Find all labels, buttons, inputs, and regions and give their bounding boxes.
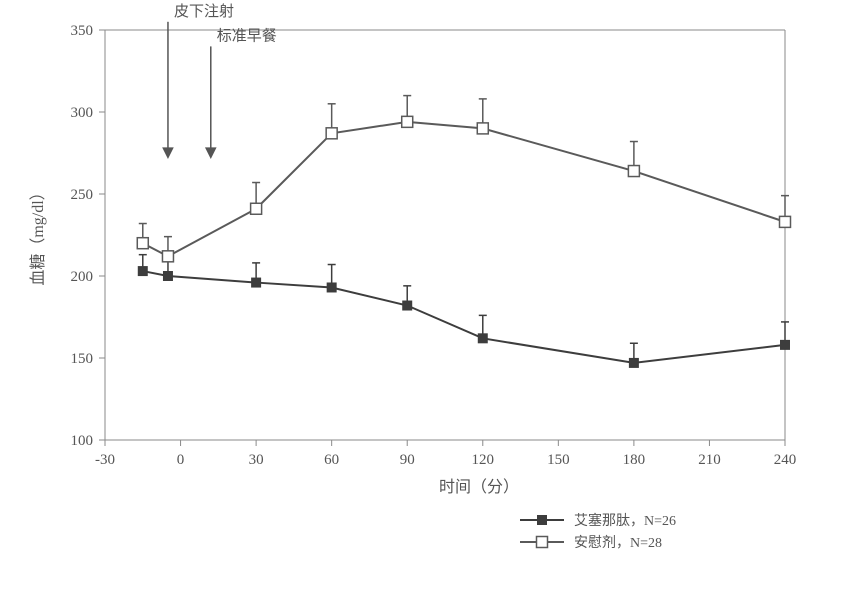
blood-glucose-chart: 100 150 200 250 300 350 -30 0 30 60 90 120 150 180 210… — [0, 0, 850, 592]
x-tick-label: 120 — [472, 452, 495, 468]
annotation-label: 皮下注射 — [174, 3, 234, 20]
y-tick-label: 150 — [71, 351, 94, 367]
legend-item: 安慰剂，N=28 — [520, 534, 662, 551]
series-1 — [137, 96, 790, 262]
series-0 — [138, 255, 789, 368]
x-tick-label: 0 — [177, 452, 185, 468]
x-tick-label: 30 — [249, 452, 264, 468]
x-axis-label: 时间（分） — [439, 478, 519, 496]
x-tick-label: 90 — [400, 452, 415, 468]
legend-label: 艾塞那肽，N=26 — [574, 512, 676, 529]
y-tick-label: 100 — [71, 433, 94, 449]
legend-label: 安慰剂，N=28 — [574, 534, 662, 551]
annotation-label: 标准早餐 — [217, 27, 277, 44]
y-tick-label: 250 — [71, 187, 94, 203]
y-tick-label: 350 — [71, 23, 94, 39]
x-tick-label: 60 — [324, 452, 339, 468]
arrow-head-icon — [206, 148, 216, 158]
x-tick-label: 150 — [547, 452, 570, 468]
y-axis-label: 血糖（mg/dl） — [29, 184, 47, 285]
x-tick-label: -30 — [95, 452, 115, 468]
x-tick-label: 240 — [774, 452, 797, 468]
x-tick-label: 210 — [698, 452, 721, 468]
x-tick-label: 180 — [623, 452, 646, 468]
y-tick-label: 300 — [71, 105, 94, 121]
arrow-head-icon — [163, 148, 173, 158]
y-tick-label: 200 — [71, 269, 94, 285]
legend-item: 艾塞那肽，N=26 — [520, 512, 676, 529]
